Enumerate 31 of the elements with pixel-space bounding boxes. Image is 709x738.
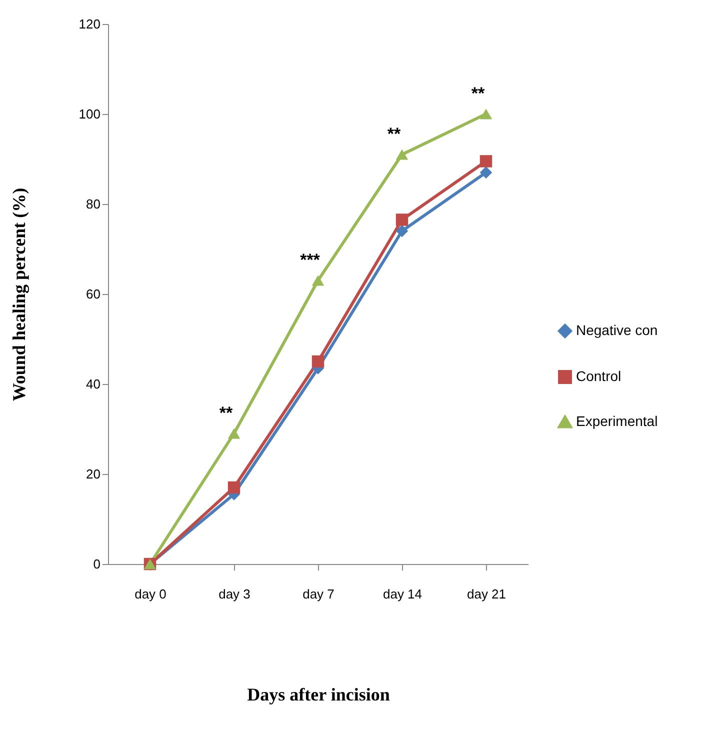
x-axis-title: Days after incision bbox=[247, 684, 390, 704]
y-tick-label: 120 bbox=[78, 16, 100, 32]
point bbox=[396, 214, 408, 226]
y-tick-label: 60 bbox=[86, 286, 100, 302]
point bbox=[480, 166, 492, 179]
x-tick-label: day 3 bbox=[218, 586, 250, 602]
point bbox=[396, 149, 408, 160]
y-tick-label: 20 bbox=[86, 466, 100, 482]
y-tick-label: 100 bbox=[78, 106, 100, 122]
annotation: *** bbox=[300, 250, 320, 270]
y-tick-label: 40 bbox=[86, 376, 100, 392]
x-tick-label: day 14 bbox=[382, 586, 422, 602]
annotation: ** bbox=[471, 84, 485, 103]
x-tick-label: day 21 bbox=[466, 586, 506, 602]
y-axis-title: Wound healing percent (%) bbox=[8, 188, 29, 402]
y-tick-label: 0 bbox=[93, 556, 100, 572]
point bbox=[396, 224, 408, 238]
legend-label: Negative con bbox=[576, 322, 658, 338]
annotation: ** bbox=[387, 124, 401, 144]
point bbox=[228, 428, 240, 439]
x-tick-label: day 0 bbox=[134, 586, 166, 602]
x-tick-label: day 7 bbox=[302, 586, 334, 602]
y-tick-label: 80 bbox=[86, 196, 100, 212]
legend-label: Control bbox=[576, 368, 622, 384]
point bbox=[312, 275, 324, 286]
point bbox=[480, 108, 492, 120]
point bbox=[480, 155, 492, 168]
legend-label: Experimental bbox=[576, 413, 658, 429]
annotation: ** bbox=[219, 404, 233, 422]
point bbox=[228, 481, 240, 494]
point bbox=[312, 355, 324, 368]
